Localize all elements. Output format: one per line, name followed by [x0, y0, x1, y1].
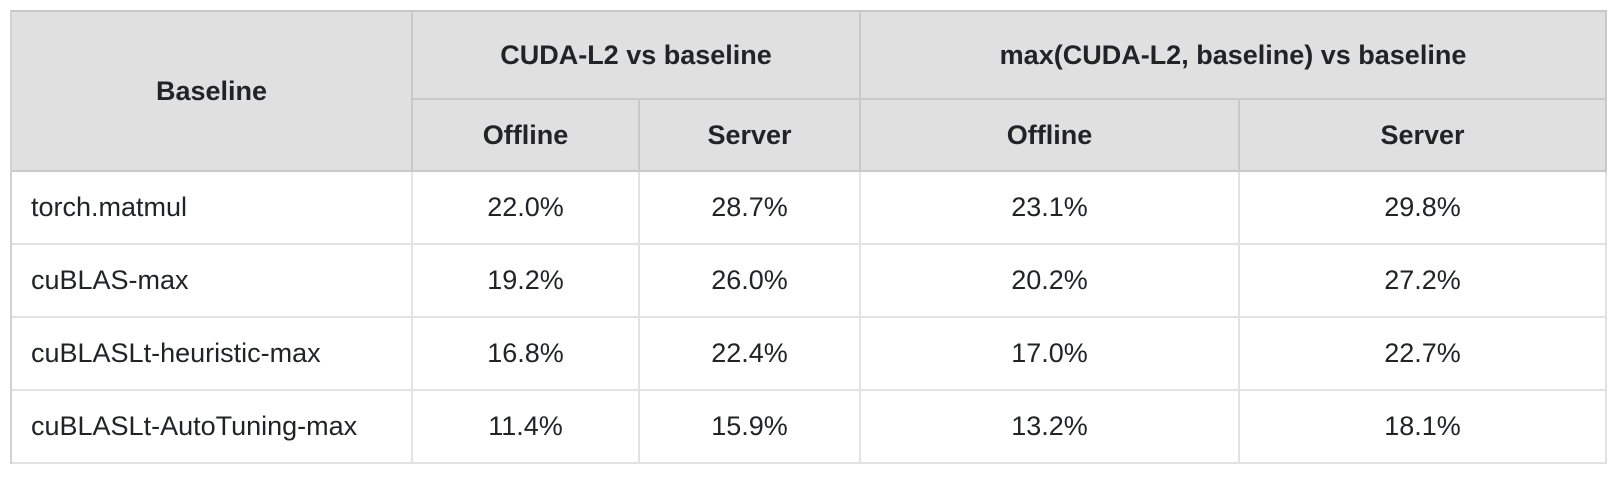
row-label-torch-matmul: torch.matmul [12, 172, 413, 245]
row-label-cublaslt-autotuning-max: cuBLASLt-AutoTuning-max [12, 391, 413, 464]
benchmark-table-container: Baseline CUDA-L2 vs baseline max(CUDA-L2… [10, 10, 1608, 464]
header-baseline: Baseline [12, 12, 413, 172]
table-cell: 20.2% [861, 245, 1240, 318]
table-cell: 11.4% [413, 391, 640, 464]
table-cell: 28.7% [640, 172, 861, 245]
header-server-cuda-l2: Server [640, 100, 861, 172]
table-row: cuBLAS-max 19.2% 26.0% 20.2% 27.2% [12, 245, 1608, 318]
header-sub-row: Offline Server Offline Server [12, 100, 1608, 172]
header-server-max: Server [1240, 100, 1608, 172]
table-cell: 22.7% [1240, 318, 1608, 391]
table-cell: 16.8% [413, 318, 640, 391]
row-label-cublas-max: cuBLAS-max [12, 245, 413, 318]
table-header: Baseline CUDA-L2 vs baseline max(CUDA-L2… [12, 12, 1608, 172]
table-cell: 13.2% [861, 391, 1240, 464]
table-body: torch.matmul 22.0% 28.7% 23.1% 29.8% cuB… [12, 172, 1608, 464]
table-cell: 26.0% [640, 245, 861, 318]
table-cell: 27.2% [1240, 245, 1608, 318]
row-label-cublaslt-heuristic-max: cuBLASLt-heuristic-max [12, 318, 413, 391]
header-group-cuda-l2: CUDA-L2 vs baseline [413, 12, 861, 100]
table-cell: 17.0% [861, 318, 1240, 391]
header-offline-max: Offline [861, 100, 1240, 172]
header-offline-cuda-l2: Offline [413, 100, 640, 172]
table-cell: 19.2% [413, 245, 640, 318]
table-row: cuBLASLt-heuristic-max 16.8% 22.4% 17.0%… [12, 318, 1608, 391]
table-cell: 22.4% [640, 318, 861, 391]
table-cell: 23.1% [861, 172, 1240, 245]
table-row: cuBLASLt-AutoTuning-max 11.4% 15.9% 13.2… [12, 391, 1608, 464]
table-row: torch.matmul 22.0% 28.7% 23.1% 29.8% [12, 172, 1608, 245]
table-cell: 18.1% [1240, 391, 1608, 464]
table-cell: 29.8% [1240, 172, 1608, 245]
benchmark-table: Baseline CUDA-L2 vs baseline max(CUDA-L2… [10, 10, 1608, 464]
table-cell: 15.9% [640, 391, 861, 464]
header-group-max-cuda-l2: max(CUDA-L2, baseline) vs baseline [861, 12, 1608, 100]
header-group-row: Baseline CUDA-L2 vs baseline max(CUDA-L2… [12, 12, 1608, 172]
table-cell: 22.0% [413, 172, 640, 245]
